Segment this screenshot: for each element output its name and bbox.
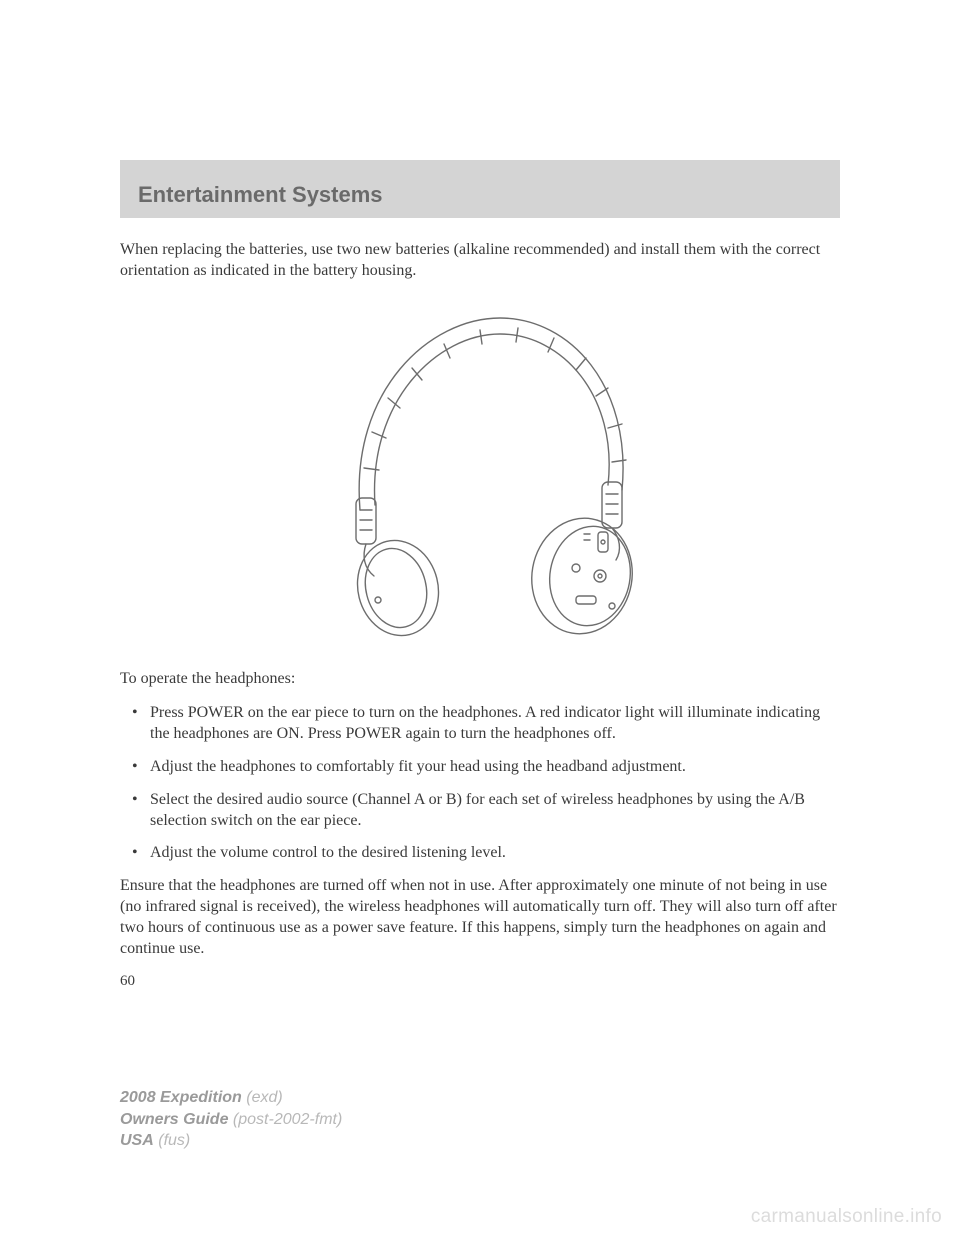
doc-footer: 2008 Expedition (exd) Owners Guide (post… xyxy=(120,1087,342,1152)
headphones-icon xyxy=(300,300,660,640)
list-item: Press POWER on the ear piece to turn on … xyxy=(136,703,840,745)
instruction-list: Press POWER on the ear piece to turn on … xyxy=(120,703,840,864)
watermark: carmanualsonline.info xyxy=(751,1206,942,1228)
footer-line-1: 2008 Expedition (exd) xyxy=(120,1087,342,1109)
list-item: Adjust the volume control to the desired… xyxy=(136,843,840,864)
footer-line-3: USA (fus) xyxy=(120,1130,342,1152)
intro-paragraph: When replacing the batteries, use two ne… xyxy=(120,240,840,282)
list-item: Adjust the headphones to comfortably fit… xyxy=(136,757,840,778)
footer-region: USA xyxy=(120,1132,154,1149)
closing-paragraph: Ensure that the headphones are turned of… xyxy=(120,876,840,959)
footer-model: 2008 Expedition xyxy=(120,1089,242,1106)
section-header: Entertainment Systems xyxy=(120,160,840,218)
footer-code-3: (fus) xyxy=(158,1132,190,1149)
footer-code-2: (post-2002-fmt) xyxy=(233,1111,342,1128)
page-number: 60 xyxy=(120,973,840,990)
footer-guide: Owners Guide xyxy=(120,1111,228,1128)
section-title: Entertainment Systems xyxy=(138,182,383,207)
manual-page: Entertainment Systems When replacing the… xyxy=(0,0,960,990)
operate-intro: To operate the headphones: xyxy=(120,669,840,690)
headphones-illustration xyxy=(120,300,840,645)
list-item: Select the desired audio source (Channel… xyxy=(136,790,840,832)
footer-line-2: Owners Guide (post-2002-fmt) xyxy=(120,1109,342,1131)
footer-code-1: (exd) xyxy=(246,1089,282,1106)
